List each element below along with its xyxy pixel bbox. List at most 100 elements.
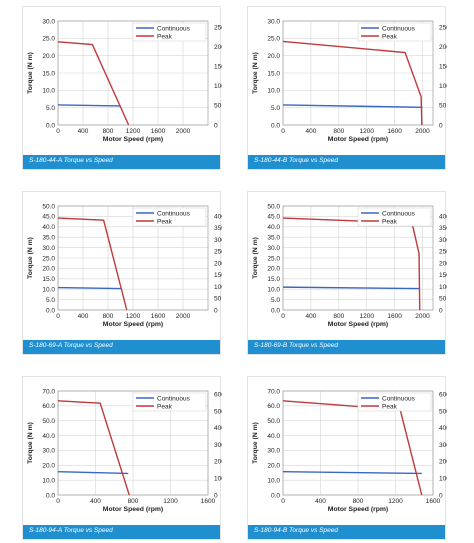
x-tick-label: 800 [333,128,344,135]
y2-tick-label: 300 [439,442,447,449]
y2-tick-label: 150 [214,272,222,279]
y-tick-label: 15.0 [42,276,55,283]
chart-card-s-180-94-b: 0.0 10.0 20.0 30.0 40.0 50.0 60.0 70.0 0 400 800 12… [247,376,447,540]
torque-speed-chart: 0.0 5.0 10.0 15.0 20.0 25.0 30.0 0 400 800 1200 160… [252,18,447,143]
y2-tick-label: 400 [439,425,447,432]
x-tick-label: 1600 [387,128,402,135]
chart-card-s-180-69-b: 0.0 5.0 10.0 15.0 20.0 25.0 30.0 35.0 40.0 45.0 50… [247,191,447,355]
torque-speed-chart: 0.0 10.0 20.0 30.0 40.0 50.0 60.0 70.0 0 400 800 12… [27,388,222,513]
y-axis-title: Torque (N m) [252,422,259,464]
y2-tick-label: 350 [214,225,222,232]
x-tick-label: 1600 [151,313,166,320]
legend-label: Peak [157,403,173,410]
y2-tick-label: 0 [439,122,443,129]
chart-caption: S-180-94-A Torque vs Speed [29,527,113,534]
y-tick-label: 25.0 [267,255,280,262]
chart-caption: S-180-69-A Torque vs Speed [29,342,113,349]
y-tick-label: 15.0 [42,70,55,77]
x-tick-label: 1200 [163,498,178,505]
y-tick-label: 0.0 [46,307,55,314]
torque-speed-chart: 0.0 5.0 10.0 15.0 20.0 25.0 30.0 0 400 800 1200 160… [27,18,222,143]
chart-caption: S-180-94-B Torque vs Speed [254,527,338,534]
y2-tick-label: 500 [439,408,447,415]
x-tick-label: 1200 [126,313,141,320]
x-tick-label: 1200 [359,313,374,320]
y-tick-label: 0.0 [46,122,55,129]
plot-frame [57,20,209,126]
plot-frame [282,205,434,311]
x-tick-label: 400 [305,128,316,135]
x-tick-label: 2000 [415,128,430,135]
plot-frame [282,390,434,496]
x-tick-label: 0 [281,498,285,505]
y-axis-title: Torque (N m) [27,422,34,464]
chart-caption-bar: S-180-69-A Torque vs Speed [23,340,220,354]
series-line-continuous [57,470,129,475]
series-line-continuous [57,104,121,107]
x-tick-label: 1200 [359,128,374,135]
x-axis-title: Motor Speed (rpm) [103,321,163,328]
y2-tick-label: 0 [214,307,218,314]
y2-tick-label: 0 [439,492,443,499]
y-tick-label: 0.0 [271,492,280,499]
x-tick-label: 1600 [387,313,402,320]
x-axis-title: Motor Speed (rpm) [328,321,388,328]
legend-label: Continuous [157,25,191,32]
x-tick-label: 800 [103,313,114,320]
legend-label: Peak [382,218,398,225]
x-tick-label: 0 [56,128,60,135]
legend-label: Continuous [382,25,416,32]
x-tick-label: 2000 [176,128,191,135]
chart-card-s-180-69-a: 0.0 5.0 10.0 15.0 20.0 25.0 30.0 35.0 40.0 45.0 50… [22,191,222,355]
y-tick-label: 70.0 [42,388,55,395]
y-tick-label: 25.0 [42,255,55,262]
y2-tick-label: 300 [214,442,222,449]
series-line-peak [57,41,130,126]
y-tick-label: 50.0 [42,203,55,210]
y2-tick-label: 200 [439,260,447,267]
y2-tick-label: 400 [439,213,447,220]
y2-tick-label: 150 [214,64,222,71]
y-tick-label: 50.0 [267,203,280,210]
y2-tick-label: 100 [214,83,222,90]
torque-speed-chart: 0.0 5.0 10.0 15.0 20.0 25.0 30.0 35.0 40.0 45.0 50… [27,203,222,328]
x-tick-label: 800 [333,313,344,320]
y-tick-label: 20.0 [42,266,55,273]
legend-label: Continuous [382,395,416,402]
torque-speed-chart: 0.0 5.0 10.0 15.0 20.0 25.0 30.0 35.0 40.0 45.0 50… [252,203,447,328]
chart-caption: S-180-44-A Torque vs Speed [29,157,113,164]
y-tick-label: 5.0 [46,297,55,304]
y2-tick-label: 0 [214,492,218,499]
y2-tick-label: 150 [439,272,447,279]
y-tick-label: 30.0 [42,245,55,252]
series-line-continuous [282,286,420,290]
y-tick-label: 25.0 [42,36,55,43]
y-tick-label: 40.0 [42,224,55,231]
legend-label: Continuous [382,210,416,217]
x-tick-label: 400 [78,128,89,135]
x-tick-label: 400 [78,313,89,320]
y-tick-label: 10.0 [267,88,280,95]
chart-caption-bar: S-180-44-B Torque vs Speed [248,155,445,169]
y-axis-title: Torque (N m) [252,237,259,279]
y-tick-label: 30.0 [267,448,280,455]
y2-tick-label: 250 [439,249,447,256]
series-line-peak [282,40,423,126]
y2-tick-label: 600 [439,392,447,399]
x-axis-title: Motor Speed (rpm) [103,506,163,513]
y-tick-label: 60.0 [42,403,55,410]
y-tick-label: 5.0 [271,105,280,112]
chart-caption: S-180-69-B Torque vs Speed [254,342,338,349]
y-tick-label: 5.0 [271,297,280,304]
x-tick-label: 800 [128,498,139,505]
series-line-peak [282,217,421,311]
y2-tick-label: 200 [439,44,447,51]
x-tick-label: 1600 [151,128,166,135]
y-tick-label: 35.0 [267,235,280,242]
y-tick-label: 0.0 [271,122,280,129]
chart-card-s-180-94-a: 0.0 10.0 20.0 30.0 40.0 50.0 60.0 70.0 0 400 800 12… [22,376,222,540]
chart-caption-bar: S-180-69-B Torque vs Speed [248,340,445,354]
y-tick-label: 20.0 [42,53,55,60]
legend-label: Peak [157,33,173,40]
y2-tick-label: 100 [214,284,222,291]
